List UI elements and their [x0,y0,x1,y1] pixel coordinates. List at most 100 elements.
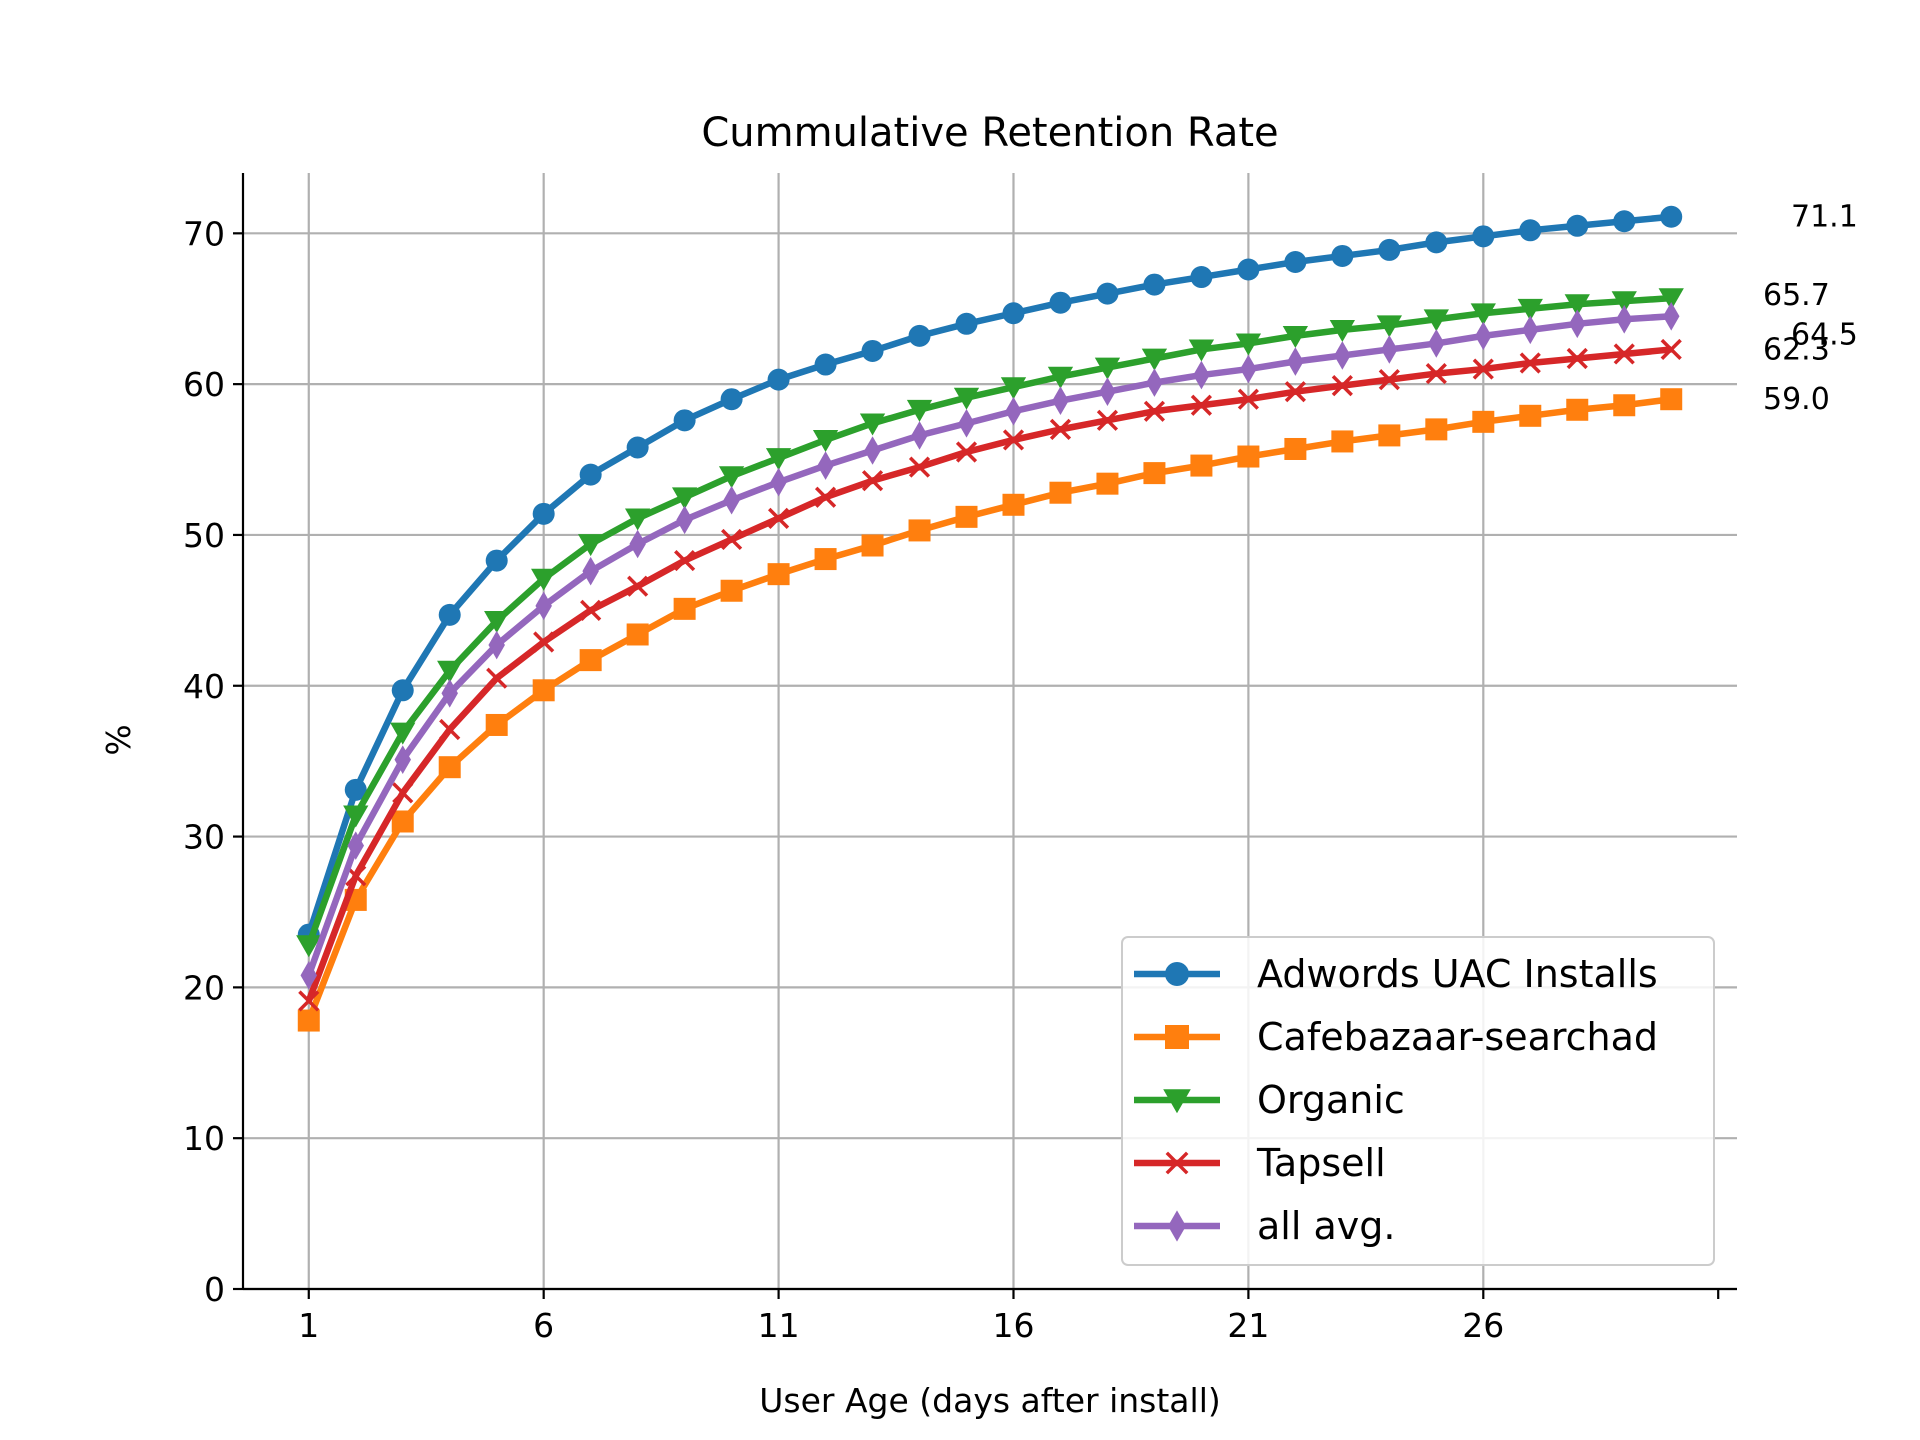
data-point [1143,273,1166,296]
data-point [1096,472,1119,495]
x-stroke [627,575,649,597]
data-point [673,597,696,620]
x-stroke [486,667,508,689]
x-stroke [1002,429,1025,451]
series-line [305,346,1672,1003]
series-line [305,313,1672,977]
data-point [1613,343,1635,365]
data-point [1376,315,1402,338]
data-point [1517,298,1543,321]
end-value-label: 71.1 [1791,200,1858,235]
data-point [1094,357,1121,380]
data-point [814,353,837,376]
data-point [1519,404,1542,427]
legend-item[interactable]: all avg. [1134,1204,1395,1248]
end-value-label: 62.3 [1763,332,1830,367]
data-point [1472,410,1495,433]
data-point [767,507,790,529]
data-point [1002,429,1025,451]
data-point [298,990,320,1012]
data-point [814,548,837,571]
data-point [1569,309,1586,339]
legend[interactable]: Adwords UAC Installs Cafebazaar-searchad O… [1121,936,1715,1266]
legend-swatch-marker [1165,1151,1189,1175]
data-point [535,591,552,621]
data-point [1049,418,1072,440]
data-point [765,448,792,471]
y-tick-label: 60 [183,365,225,404]
x-stroke [1378,369,1400,391]
data-point [1425,231,1448,254]
data-point [1000,377,1027,400]
data-point [1190,266,1213,289]
legend-item[interactable]: Organic [1134,1078,1405,1122]
legend-item[interactable]: Cafebazaar-searchad [1134,1015,1658,1059]
x-stroke [767,507,790,529]
legend-item[interactable]: Tapsell [1134,1141,1386,1185]
series-line [305,294,1672,947]
data-point [532,502,555,525]
series-all-avg- [300,301,1680,990]
data-point [1472,225,1495,248]
data-point [955,441,978,463]
x-stroke [721,528,743,551]
data-point [438,756,461,779]
data-point [1660,388,1683,411]
data-point [1049,291,1072,314]
legend-label: Organic [1257,1078,1405,1122]
x-stroke [1660,338,1682,361]
data-point [1329,319,1356,342]
data-point [582,556,599,586]
data-point [1284,250,1307,273]
x-stroke [533,631,555,653]
x-stroke [908,456,931,478]
x-stroke [1096,409,1119,431]
x-stroke [1284,381,1306,403]
data-point [347,831,365,860]
data-point [1096,409,1119,431]
data-point [627,575,649,597]
data-point [578,534,604,557]
legend-swatch-marker [1163,1089,1191,1114]
data-point [485,713,508,736]
data-point [1193,360,1210,390]
y-tick-label: 10 [183,1119,225,1158]
data-point [767,368,790,391]
data-point [1049,481,1072,504]
data-point [1141,348,1168,371]
data-point [676,505,693,535]
data-point [1237,258,1260,281]
data-point [906,399,933,422]
data-point [1047,366,1074,389]
legend-item[interactable]: Adwords UAC Installs [1134,952,1658,996]
data-point [438,603,461,626]
x-stroke [955,441,978,463]
y-axis-label: % [99,724,138,755]
data-point [817,451,834,480]
series-adwords-uac-installs [297,205,1683,946]
data-point [1428,329,1445,358]
data-point [391,679,414,702]
series-layer [296,205,1684,1032]
data-point [484,611,510,634]
data-point [488,630,505,660]
data-point [533,631,555,653]
end-value-label: 64.5 [1791,317,1858,352]
x-stroke [1613,343,1635,365]
series-line [305,213,1672,936]
x-tick-label: 1 [298,1306,319,1345]
data-point [1613,394,1636,417]
data-point [861,534,884,557]
data-point [1190,454,1213,477]
data-point [1378,424,1401,447]
series-line [305,395,1672,1022]
data-point [671,487,698,510]
data-point [1662,301,1680,331]
data-point [770,467,787,497]
data-point [812,430,839,453]
data-point [1331,430,1354,453]
data-point [674,549,696,572]
x-axis-label: User Age (days after install) [759,1381,1220,1420]
